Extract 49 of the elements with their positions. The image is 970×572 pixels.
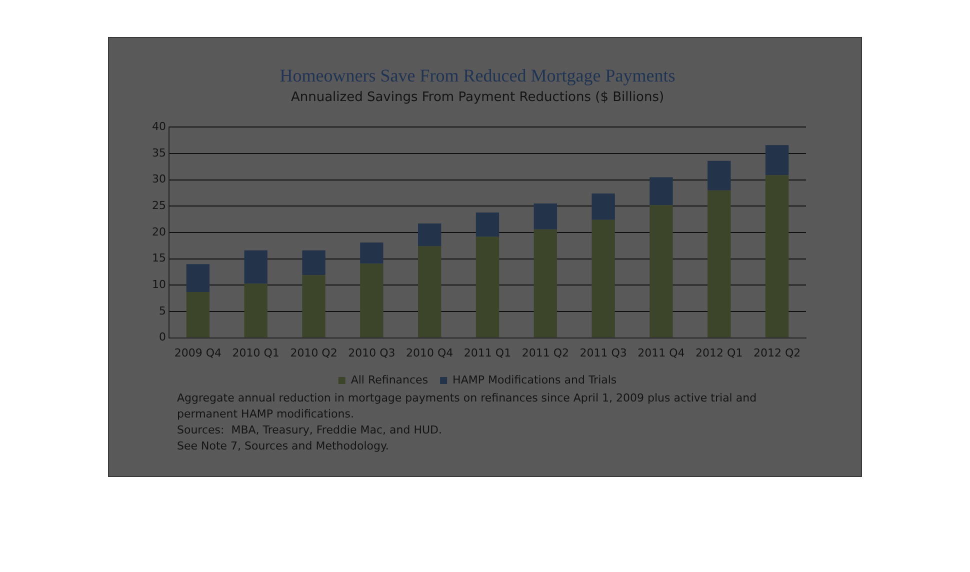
bar <box>476 236 500 338</box>
x-tick-label: 2012 Q1 <box>696 346 743 360</box>
text: Aggregate annual reduction in mortgage payments on refinances since April 1, 2009 plus active trial and permanent HAMP modifications. <box>177 391 757 420</box>
x-tick-label: 2012 Q2 <box>753 346 801 360</box>
bar <box>186 292 210 338</box>
source-note: Sources: MBA, Treasury, Freddie Mac, and HUD. <box>177 423 442 436</box>
bar <box>592 220 615 338</box>
bar <box>186 264 210 292</box>
y-tick-label: 40 <box>152 120 166 134</box>
y-tick-label: 35 <box>152 146 166 160</box>
x-tick-label: 2010 Q3 <box>348 346 396 360</box>
y-tick-label: 20 <box>152 225 166 238</box>
chart-subtitle: Annualized Savings From Payment Reductions ($ Billions) <box>290 90 664 105</box>
bar <box>302 250 326 276</box>
bar <box>708 190 731 338</box>
x-tick-label: 2011 Q1 <box>464 346 512 360</box>
y-tick-label: 25 <box>152 199 166 212</box>
y-tick-label: 5 <box>158 304 166 318</box>
text: See Note 7, Sources and Methodology. <box>177 439 389 452</box>
bar <box>765 175 789 338</box>
x-tick-label: 2011 Q4 <box>638 346 685 360</box>
bar <box>650 205 673 338</box>
x-tick-label: 2011 Q3 <box>580 346 627 360</box>
bar <box>534 204 557 230</box>
legend-label: All Refinances <box>350 373 428 386</box>
y-tick-label: 10 <box>152 278 166 292</box>
bar <box>765 145 789 176</box>
bar <box>360 264 384 338</box>
y-tick-label: 30 <box>152 172 166 186</box>
x-tick-label: 2011 Q2 <box>522 346 569 360</box>
bar <box>592 194 615 220</box>
bar <box>244 250 268 284</box>
bar <box>244 284 268 338</box>
x-tick-label: 2010 Q2 <box>290 346 338 360</box>
y-tick-label: 15 <box>152 252 166 265</box>
bar <box>302 275 326 338</box>
y-tick-label: 0 <box>158 330 166 344</box>
bar <box>650 177 673 206</box>
bar <box>418 246 442 338</box>
bar <box>708 160 731 190</box>
bar <box>476 212 500 237</box>
chart-title: Homeowners Save From Reduced Mortgage Payments <box>280 66 676 86</box>
legend-label: HAMP Modifications and Trials <box>452 373 617 386</box>
bar <box>418 224 442 246</box>
bar <box>360 242 384 264</box>
x-tick-label: 2010 Q4 <box>406 346 454 360</box>
x-tick-label: 2009 Q4 <box>174 346 222 360</box>
x-tick-label: 2010 Q1 <box>232 346 280 360</box>
bar <box>534 229 557 338</box>
